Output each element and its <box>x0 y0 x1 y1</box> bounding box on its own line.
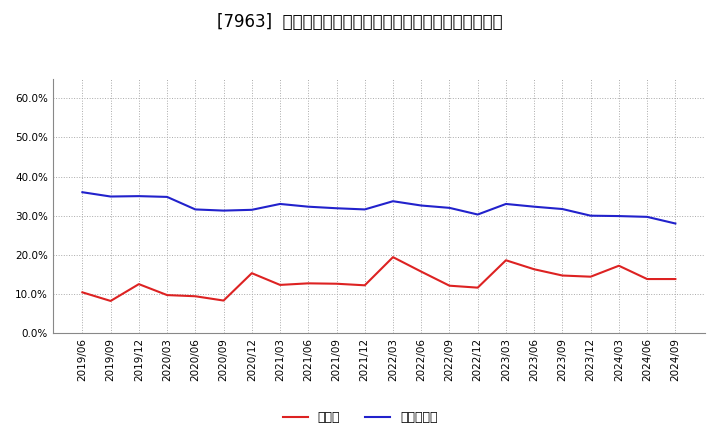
有利子負債 <box>276 202 284 207</box>
有利子負債 <box>163 194 171 200</box>
有利子負債 <box>135 194 143 199</box>
有利子負債 <box>586 213 595 218</box>
Text: [7963]  現預金、有利子負債の総資産に対する比率の推移: [7963] 現預金、有利子負債の総資産に対する比率の推移 <box>217 13 503 31</box>
有利子負債 <box>191 207 199 212</box>
現預金 <box>304 281 312 286</box>
Legend: 現預金, 有利子負債: 現預金, 有利子負債 <box>277 407 443 429</box>
Line: 現預金: 現預金 <box>82 257 675 301</box>
現預金 <box>191 293 199 299</box>
有利子負債 <box>304 204 312 209</box>
現預金 <box>558 273 567 278</box>
有利子負債 <box>530 204 539 209</box>
有利子負債 <box>473 212 482 217</box>
有利子負債 <box>417 203 426 208</box>
有利子負債 <box>389 198 397 204</box>
現預金 <box>445 283 454 288</box>
現預金 <box>530 267 539 272</box>
有利子負債 <box>615 213 624 219</box>
現預金 <box>135 282 143 287</box>
現預金 <box>643 276 652 282</box>
有利子負債 <box>445 205 454 210</box>
現預金 <box>389 254 397 260</box>
有利子負債 <box>643 214 652 220</box>
現預金 <box>586 274 595 279</box>
現預金 <box>671 276 680 282</box>
現預金 <box>615 263 624 268</box>
現預金 <box>417 269 426 274</box>
有利子負債 <box>671 221 680 226</box>
現預金 <box>276 282 284 288</box>
有利子負債 <box>558 206 567 212</box>
有利子負債 <box>332 205 341 211</box>
Line: 有利子負債: 有利子負債 <box>82 192 675 224</box>
現預金 <box>163 293 171 298</box>
有利子負債 <box>78 190 86 195</box>
現預金 <box>107 298 115 304</box>
有利子負債 <box>107 194 115 199</box>
現預金 <box>473 285 482 290</box>
有利子負債 <box>220 208 228 213</box>
現預金 <box>248 271 256 276</box>
有利子負債 <box>502 202 510 207</box>
現預金 <box>78 290 86 295</box>
現預金 <box>220 298 228 303</box>
現預金 <box>361 282 369 288</box>
現預金 <box>332 281 341 286</box>
有利子負債 <box>248 207 256 213</box>
有利子負債 <box>361 207 369 212</box>
現預金 <box>502 258 510 263</box>
